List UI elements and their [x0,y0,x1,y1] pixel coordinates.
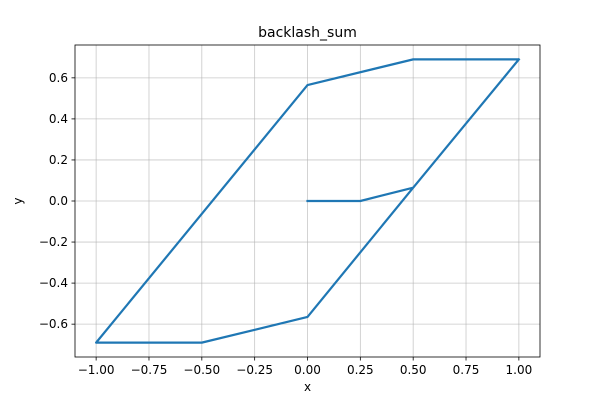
grid-lines [75,45,540,357]
x-tick-label: −1.00 [78,363,115,377]
x-tick-label: 0.75 [453,363,480,377]
axis-ticks: −1.00 −0.75 −0.50 −0.25 0.00 0.25 0.50 0.75 1.00… [39,71,532,377]
y-tick-label: −0.2 [39,235,68,249]
y-tick-label: 0.4 [49,112,68,126]
y-tick-label: −0.4 [39,276,68,290]
y-tick-label: −0.6 [39,317,68,331]
x-tick-label: 0.50 [400,363,427,377]
x-tick-label: 1.00 [506,363,533,377]
y-tick-label: 0.6 [49,71,68,85]
x-tick-label: −0.25 [236,363,273,377]
y-axis-label: y [11,197,25,204]
x-axis-label: x [304,380,311,394]
chart-title: backlash_sum [258,25,357,41]
series-line [95,57,521,344]
x-tick-label: 0.25 [347,363,374,377]
plot-series [95,57,521,344]
x-tick-label: −0.50 [183,363,220,377]
y-tick-label: 0.0 [49,194,68,208]
x-tick-label: 0.00 [294,363,321,377]
y-tick-label: 0.2 [49,153,68,167]
x-tick-label: −0.75 [131,363,168,377]
